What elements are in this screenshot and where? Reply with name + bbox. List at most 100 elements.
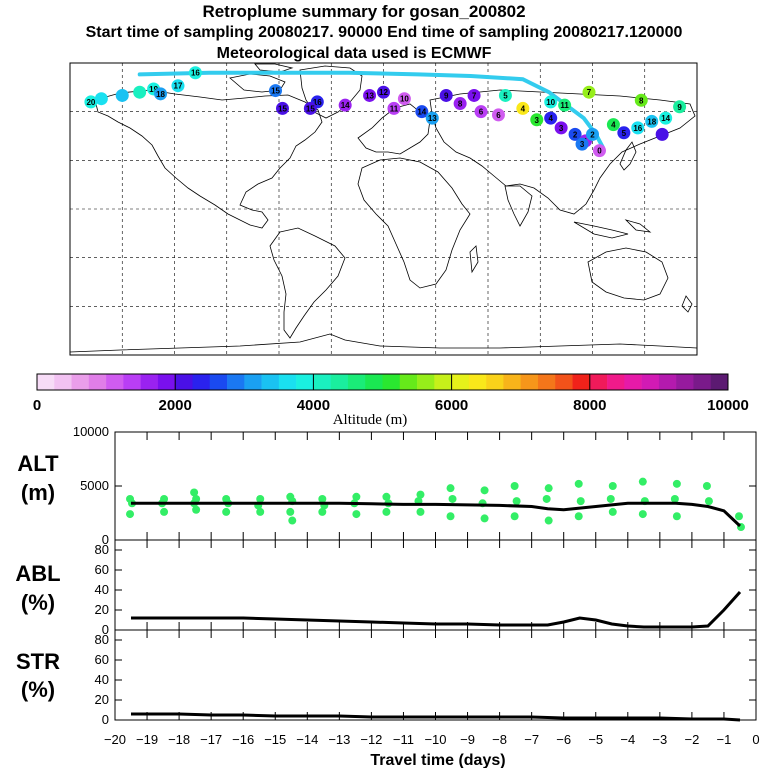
plume-marker-dot bbox=[659, 111, 673, 125]
plume-marker-dot bbox=[474, 105, 488, 119]
coast-india bbox=[504, 185, 533, 227]
plume-marker-label: 15 bbox=[306, 104, 315, 113]
str-y-tick-label: 60 bbox=[95, 652, 109, 667]
abl-y-tick-label: 40 bbox=[95, 582, 109, 597]
plume-marker-dot bbox=[377, 85, 390, 99]
plume-marker: 5 bbox=[617, 126, 631, 140]
plume-marker-label: 4 bbox=[611, 121, 616, 130]
alt-cluster-point bbox=[574, 512, 583, 521]
plume-marker-dot bbox=[275, 101, 289, 115]
colorbar-bin bbox=[451, 374, 470, 390]
alt-cluster-point bbox=[480, 486, 489, 495]
x-tick-label: −20 bbox=[104, 732, 126, 747]
plume-marker-label: 8 bbox=[458, 100, 463, 109]
map-gridlines bbox=[70, 63, 697, 355]
colorbar-bin bbox=[54, 374, 72, 390]
plume-marker-dot bbox=[568, 127, 582, 141]
colorbar-bin bbox=[520, 374, 539, 390]
plume-marker-label: 9 bbox=[677, 103, 682, 112]
plume-marker-dot bbox=[645, 114, 659, 128]
colorbar-tick-label: 2000 bbox=[159, 397, 192, 414]
plume-marker-dot bbox=[425, 111, 439, 125]
time-series-panels: ALT (m) 10000 5000 0 ABL (%) 80 60 40 20 0 STR (%) 80 6… bbox=[15, 424, 757, 727]
alt-cluster-point bbox=[318, 507, 327, 516]
plume-marker-label: 6 bbox=[496, 111, 501, 120]
plume-marker-dot bbox=[655, 127, 669, 141]
plume-marker: 11 bbox=[387, 101, 401, 115]
alt-cluster-point bbox=[608, 507, 617, 516]
alt-cluster-point bbox=[318, 494, 327, 503]
alt-cluster-point bbox=[352, 510, 361, 519]
plume-marker: 15 bbox=[303, 101, 317, 115]
plume-marker-label: 16 bbox=[313, 98, 322, 107]
plume-marker-label: 3 bbox=[559, 124, 564, 133]
abl-y-tick-label: 80 bbox=[95, 542, 109, 557]
x-tick-label: −6 bbox=[556, 732, 571, 747]
plume-marker-label: 12 bbox=[379, 88, 388, 97]
x-tick-label: −19 bbox=[136, 732, 158, 747]
abl-y-tick-label: 0 bbox=[102, 622, 109, 637]
plume-marker-dot bbox=[269, 84, 283, 98]
alt-cluster-point bbox=[512, 497, 521, 506]
alt-panel: ALT (m) 10000 5000 0 bbox=[17, 424, 757, 547]
plume-marker-dot bbox=[516, 101, 530, 115]
str-panel: STR (%) 80 60 40 20 0 bbox=[16, 629, 757, 727]
plume-marker-label: 9 bbox=[444, 91, 449, 100]
colorbar-frame bbox=[36, 373, 729, 391]
colorbar-bin bbox=[537, 374, 556, 390]
plume-marker-dot bbox=[544, 95, 558, 109]
x-tick-label: −12 bbox=[360, 732, 382, 747]
plume-marker: 8 bbox=[634, 93, 648, 107]
str-y-tick-label: 40 bbox=[95, 672, 109, 687]
plume-marker-label: 15 bbox=[271, 87, 280, 96]
plume-marker: 13 bbox=[425, 111, 439, 125]
plume-marker: 16 bbox=[188, 66, 202, 80]
plume-marker: 4 bbox=[516, 101, 530, 115]
alt-cluster-point bbox=[382, 492, 391, 501]
plume-marker: 9 bbox=[439, 88, 453, 102]
colorbar-tick-label: 0 bbox=[33, 397, 41, 414]
plume-marker: 6 bbox=[474, 105, 488, 119]
colorbar-bin bbox=[140, 374, 159, 390]
plume-marker: 9 bbox=[673, 100, 687, 114]
alt-cluster-point bbox=[608, 482, 617, 490]
plume-marker: 16 bbox=[631, 121, 645, 135]
colorbar-bin bbox=[209, 374, 228, 390]
x-tick-label: −18 bbox=[168, 732, 190, 747]
plume-marker: 14 bbox=[659, 111, 673, 125]
plume-marker-label: 8 bbox=[639, 96, 644, 105]
plume-track-line bbox=[137, 70, 605, 150]
plume-marker-dot bbox=[453, 97, 467, 111]
plume-marker: 3 bbox=[530, 113, 544, 127]
abl-y-tick-label: 60 bbox=[95, 562, 109, 577]
alt-cluster-point bbox=[352, 492, 361, 501]
plume-marker: 4 bbox=[606, 118, 620, 132]
x-tick-label: −17 bbox=[200, 732, 222, 747]
plume-marker-dot bbox=[554, 121, 568, 135]
plume-marker-dot bbox=[338, 98, 352, 112]
x-axis-label: Travel time (days) bbox=[370, 752, 505, 768]
plume-marker-label: 6 bbox=[479, 108, 484, 117]
plume-marker-dot bbox=[582, 85, 596, 99]
plume-marker-label: 14 bbox=[417, 108, 426, 117]
sampling-times: Start time of sampling 20080217. 90000 E… bbox=[85, 24, 683, 41]
alt-cluster-point bbox=[382, 507, 391, 516]
colorbar-bin bbox=[71, 374, 90, 390]
colorbar-bin bbox=[434, 374, 452, 390]
plume-marker: 13 bbox=[363, 88, 377, 102]
plume-marker: 14 bbox=[415, 105, 429, 119]
alt-cluster-point bbox=[190, 488, 199, 497]
plume-marker: 3 bbox=[575, 137, 589, 151]
plume-marker: 11 bbox=[558, 98, 572, 112]
plume-marker: 10 bbox=[544, 95, 558, 109]
plume-marker-label: 7 bbox=[587, 88, 592, 97]
plume-marker-label: 10 bbox=[400, 95, 409, 104]
x-tick-label: −14 bbox=[296, 732, 318, 747]
coast-australia bbox=[587, 247, 669, 301]
colorbar-bin bbox=[330, 374, 349, 390]
x-axis-tick-labels: −20 −19 −18 −17 −16 −15 −14 −13 −12 −11 −10 −9 −8 −7−… bbox=[104, 732, 760, 747]
colorbar-bin bbox=[296, 374, 314, 390]
coast-indonesia bbox=[573, 219, 652, 239]
